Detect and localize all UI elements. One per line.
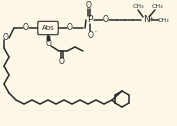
Text: +: +: [148, 15, 154, 21]
Text: CH₃: CH₃: [151, 4, 163, 8]
Text: Abs: Abs: [42, 25, 54, 31]
FancyBboxPatch shape: [38, 21, 58, 35]
Text: O: O: [103, 15, 109, 24]
Text: O: O: [23, 24, 29, 33]
Text: O: O: [46, 39, 52, 49]
Text: N: N: [143, 15, 149, 24]
Text: O: O: [67, 24, 73, 33]
Text: P: P: [87, 15, 93, 24]
Text: O: O: [59, 56, 65, 66]
Text: O: O: [86, 2, 92, 10]
Text: CH₃: CH₃: [157, 18, 169, 23]
Text: ⁻: ⁻: [93, 32, 97, 37]
Text: O: O: [88, 30, 94, 39]
Text: O: O: [3, 34, 9, 42]
Text: CH₃: CH₃: [132, 4, 144, 8]
